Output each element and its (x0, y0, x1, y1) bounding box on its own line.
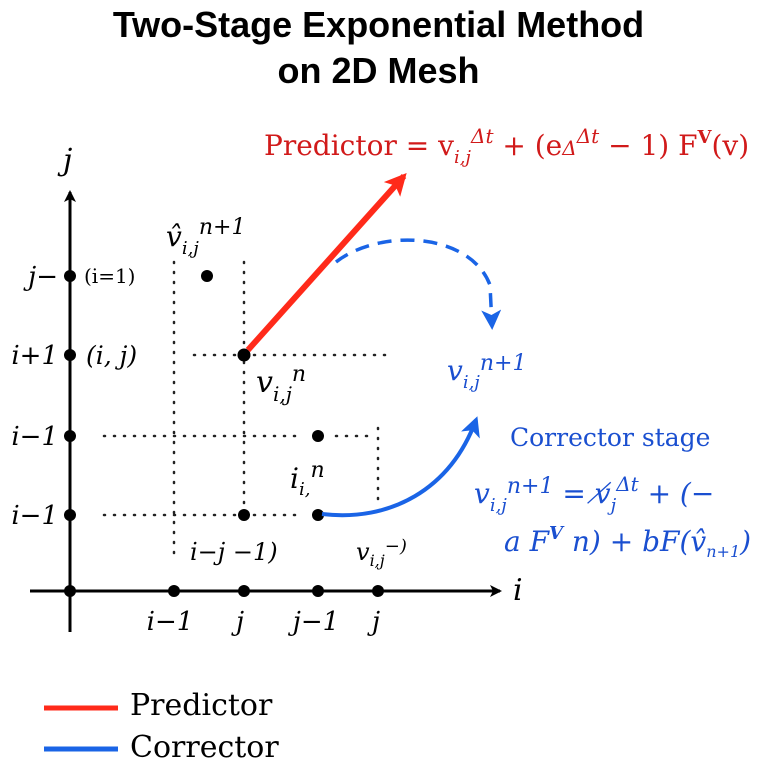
title-line-1: Two-Stage Exponential Method (112, 4, 645, 45)
x-tick-1: i−1 (147, 607, 194, 637)
corrector-stage-label: Corrector stage (510, 423, 710, 452)
x-axis-label: i (513, 573, 523, 608)
label-v-ij-n: vi,jn (256, 362, 306, 406)
label-i-eq-1: (i=1) (84, 264, 135, 288)
label-i-j: (i, j) (86, 341, 137, 370)
corrector-equation-line-2: a FV n) + bF(v̂n+1) (504, 523, 751, 561)
predictor-arrow (245, 173, 407, 353)
x-tick-3: j−1 (288, 607, 339, 637)
mesh-nodes (64, 270, 384, 597)
label-v-hat: v̂i,jn+1 (166, 215, 246, 259)
legend-corrector-label: Corrector (130, 730, 279, 765)
dotted-grid (102, 260, 394, 557)
y-tick-3: i−1 (11, 422, 58, 452)
y-tick-1: j− (23, 262, 58, 292)
x-tick-4: j (367, 607, 380, 637)
title-line-2: on 2D Mesh (277, 50, 480, 91)
x-tick-2: j (231, 607, 244, 637)
label-bottom-left: i−j −1) (190, 538, 278, 566)
legend-predictor-label: Predictor (130, 688, 273, 723)
corrector-dashed-arrow (334, 238, 502, 330)
y-tick-4: i−1 (11, 501, 58, 531)
label-i-in: ii,n (290, 458, 325, 500)
y-axis-label: j (57, 143, 72, 178)
corrector-target-label: vi,jn+1 (447, 351, 527, 393)
corrector-arrow (321, 416, 480, 518)
label-bottom-right: vi,j−) (356, 536, 407, 570)
y-tick-2: i+1 (11, 341, 58, 371)
corrector-equation-line-1: vi,jn+1 = v̸jΔt + (− (474, 472, 714, 516)
predictor-formula: Predictor = vi,jΔt + (eΔΔt − 1) FV(v) (264, 124, 749, 168)
